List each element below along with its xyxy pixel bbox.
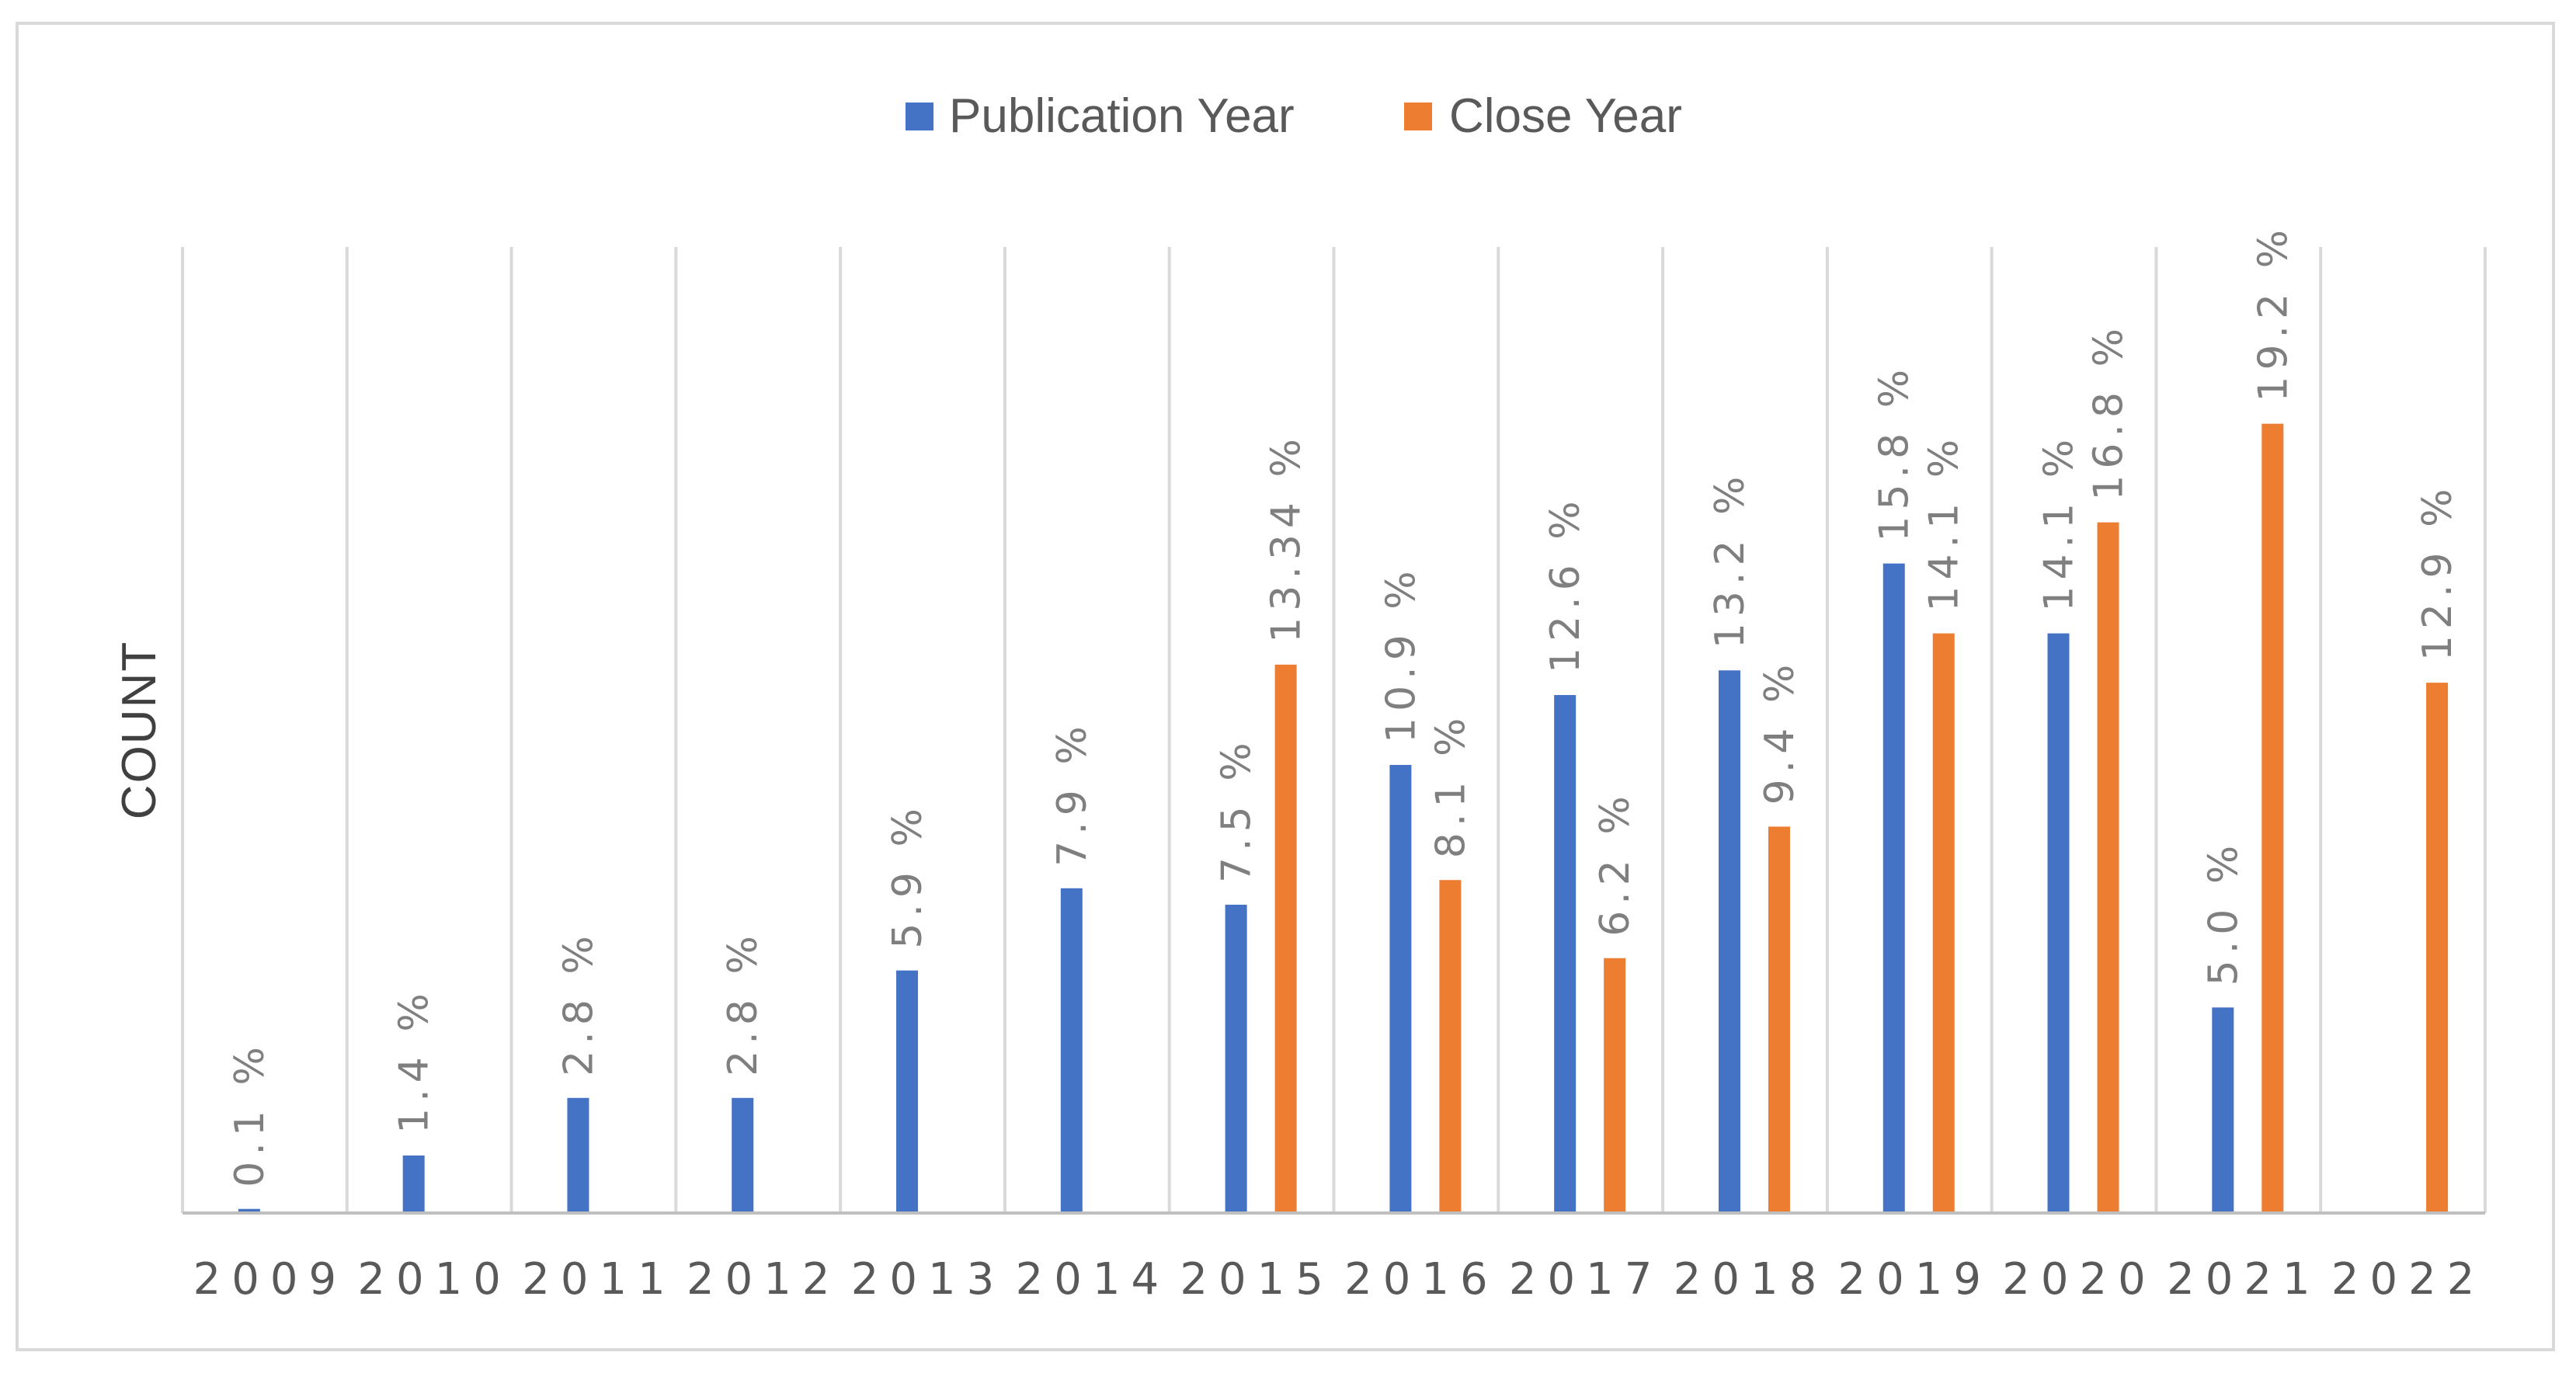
data-labels: 0.1 % 1.4 % 2.8 % 2.8 % 5.9 % 7.9 % 7.5 % 10.9 … — [227, 224, 2461, 1187]
data-label-close-year-2019: 14.1 % — [1921, 433, 1968, 612]
bar-close-year-2019[interactable] — [1932, 633, 1955, 1213]
bar-publication-year-2016[interactable] — [1389, 764, 1412, 1213]
bar-close-year-2021[interactable] — [2261, 423, 2284, 1213]
x-tick-label-2013: 2013 — [851, 1254, 1006, 1305]
legend-item-publication-year[interactable]: Publication Year — [906, 89, 1295, 143]
bar-publication-year-2010[interactable] — [402, 1155, 425, 1213]
x-tick-label-2019: 2019 — [1837, 1254, 1992, 1305]
x-tick-label-2022: 2022 — [2331, 1254, 2486, 1305]
data-label-publication-year-2011: 2.8 % — [555, 930, 602, 1076]
x-tick-label-2010: 2010 — [357, 1254, 512, 1305]
bar-close-year-2016[interactable] — [1439, 880, 1462, 1213]
x-tick-label-2018: 2018 — [1674, 1254, 1828, 1305]
data-label-close-year-2017: 6.2 % — [1592, 790, 1639, 937]
x-tick-label-2021: 2021 — [2167, 1254, 2321, 1305]
data-label-publication-year-2019: 15.8 % — [1872, 363, 1918, 542]
data-label-close-year-2022: 12.9 % — [2414, 482, 2461, 661]
legend-label-publication-year: Publication Year — [949, 89, 1295, 143]
x-axis-tick-labels: 2009 2010 2011 2012 2013 2014 2015 2016 2017 2018… — [193, 1254, 2486, 1305]
x-tick-label-2011: 2011 — [522, 1254, 676, 1305]
data-label-publication-year-2016: 10.9 % — [1378, 565, 1424, 743]
bar-publication-year-2015[interactable] — [1225, 904, 1247, 1213]
data-label-close-year-2020: 16.8 % — [2086, 322, 2133, 501]
x-tick-label-2012: 2012 — [687, 1254, 841, 1305]
legend-swatch-close-year — [1404, 103, 1432, 130]
x-tick-label-2009: 2009 — [193, 1254, 348, 1305]
data-label-publication-year-2015: 7.5 % — [1214, 736, 1260, 883]
bar-publication-year-2012[interactable] — [732, 1097, 754, 1213]
bar-publication-year-2014[interactable] — [1060, 888, 1083, 1213]
x-tick-label-2015: 2015 — [1180, 1254, 1334, 1305]
bar-close-year-2015[interactable] — [1274, 664, 1297, 1213]
x-tick-label-2017: 2017 — [1509, 1254, 1663, 1305]
data-label-publication-year-2014: 7.9 % — [1049, 720, 1096, 867]
data-label-publication-year-2012: 2.8 % — [720, 930, 767, 1076]
x-tick-label-2014: 2014 — [1016, 1254, 1170, 1305]
data-label-publication-year-2010: 1.4 % — [391, 987, 438, 1134]
data-label-publication-year-2009: 0.1 % — [227, 1041, 273, 1187]
x-tick-label-2020: 2020 — [2002, 1254, 2157, 1305]
bar-publication-year-2011[interactable] — [567, 1097, 589, 1213]
bar-publication-year-2021[interactable] — [2212, 1007, 2234, 1213]
category-gridlines — [181, 247, 2487, 1213]
bar-publication-year-2019[interactable] — [1882, 563, 1905, 1213]
bars — [238, 423, 2449, 1213]
data-label-publication-year-2013: 5.9 % — [885, 802, 931, 949]
bar-close-year-2022[interactable] — [2426, 683, 2449, 1213]
legend-label-close-year: Close Year — [1449, 89, 1682, 143]
data-label-publication-year-2017: 12.6 % — [1542, 495, 1589, 673]
bar-close-year-2018[interactable] — [1768, 826, 1790, 1213]
data-label-close-year-2021: 19.2 % — [2250, 224, 2296, 402]
y-axis-label: COUNT — [113, 641, 166, 819]
data-label-close-year-2015: 13.34 % — [1264, 433, 1310, 643]
bar-publication-year-2018[interactable] — [1718, 670, 1740, 1213]
data-label-close-year-2016: 8.1 % — [1427, 712, 1474, 859]
bar-publication-year-2017[interactable] — [1554, 695, 1577, 1213]
data-label-close-year-2018: 9.4 % — [1757, 659, 1803, 805]
data-label-publication-year-2018: 13.2 % — [1707, 471, 1754, 649]
bar-close-year-2020[interactable] — [2097, 522, 2119, 1213]
legend-item-close-year[interactable]: Close Year — [1404, 89, 1682, 143]
bar-publication-year-2020[interactable] — [2047, 633, 2070, 1213]
bar-publication-year-2013[interactable] — [896, 970, 919, 1213]
x-tick-label-2016: 2016 — [1344, 1254, 1499, 1305]
legend-swatch-publication-year — [906, 103, 933, 130]
data-label-publication-year-2020: 14.1 % — [2036, 433, 2083, 612]
legend: Publication Year Close Year — [906, 89, 1682, 143]
bar-publication-year-2009[interactable] — [238, 1208, 260, 1213]
data-label-publication-year-2021: 5.0 % — [2200, 839, 2247, 986]
bar-close-year-2017[interactable] — [1604, 958, 1626, 1213]
